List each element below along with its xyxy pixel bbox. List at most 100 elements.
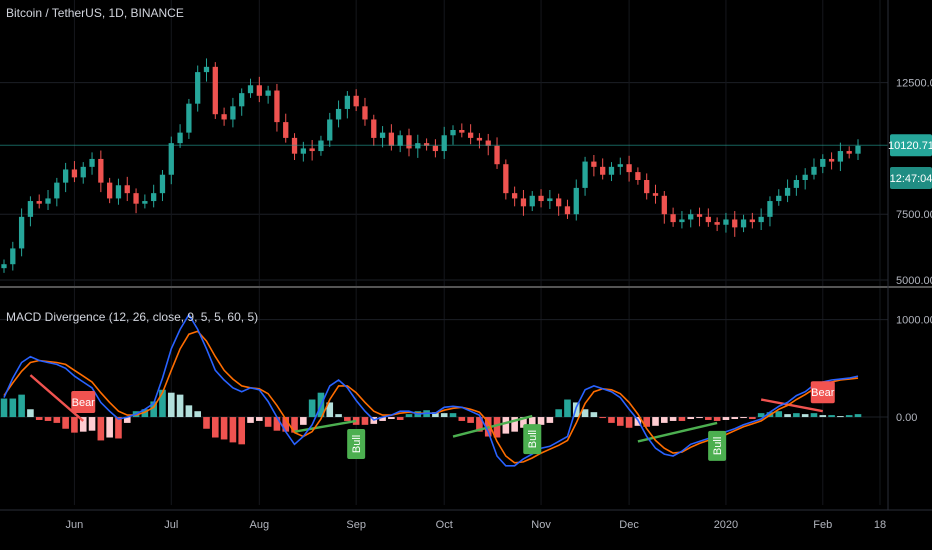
price-axis[interactable]: 12500.00 7500.00 5000.00 1000.00 0.00 10120… (887, 0, 932, 510)
candle-body (661, 195, 667, 215)
candle-body (547, 198, 553, 202)
histogram-bar (696, 417, 703, 419)
candle-body (670, 214, 676, 223)
time-tick-label: Dec (619, 519, 639, 531)
histogram-bar (264, 417, 272, 427)
candle-body (54, 182, 60, 199)
candle-body (802, 174, 808, 180)
histogram-bar (0, 398, 8, 418)
candle-body (837, 151, 844, 162)
price-tick-label: 7500.00 (896, 209, 932, 221)
candle-body (635, 172, 641, 180)
histogram-bar (581, 409, 589, 418)
candle-body (265, 90, 271, 96)
histogram-bar (669, 417, 677, 421)
candle-body (476, 137, 483, 141)
histogram-bar (643, 417, 651, 427)
histogram-bar (300, 417, 307, 425)
histogram-bar (405, 414, 413, 418)
candle-body (608, 166, 615, 175)
bull-label-box (347, 428, 366, 459)
candle-body (247, 85, 254, 94)
candle-body (195, 72, 201, 104)
candle-body (371, 119, 377, 138)
histogram-bar (810, 413, 818, 418)
histogram-bar (757, 413, 765, 418)
time-tick-label: Aug (250, 519, 270, 531)
candle-body (186, 103, 192, 133)
divergence-labels: Bear Bull Bull Bull Bear (71, 381, 835, 461)
candle-body (221, 114, 227, 120)
histogram-bar (71, 417, 78, 433)
histogram-bar (141, 409, 149, 418)
price-tick-label: 12500.00 (896, 78, 932, 90)
histogram-bar (652, 417, 659, 426)
histogram-bar (379, 417, 386, 421)
candle-body (784, 187, 791, 196)
histogram-bar (801, 414, 809, 418)
macd-axis-ticks: 1000.00 0.00 (896, 315, 932, 424)
bear-label: Bear (72, 397, 96, 409)
time-tick-label: Jun (66, 519, 84, 531)
candle-body (811, 166, 817, 175)
histogram-bar (27, 409, 34, 418)
macd-indicator-title: MACD Divergence (12, 26, close, 9, 5, 5,… (6, 310, 258, 324)
candle-body (239, 93, 245, 107)
candle-body (256, 85, 262, 96)
histogram-bar (537, 417, 545, 425)
candle-body (503, 164, 509, 194)
histogram-bar (18, 394, 25, 418)
histogram-bar (44, 417, 52, 421)
price-chart-title: Bitcoin / TetherUS, 1D, BINANCE (6, 6, 184, 20)
histogram-bar (115, 417, 122, 439)
last-price-tag: 10120.71 (888, 134, 932, 157)
histogram-bar (502, 417, 510, 434)
histogram-bar (388, 417, 395, 419)
histogram-bar (854, 414, 862, 418)
candle-body (168, 143, 174, 175)
histogram-bar (35, 417, 43, 420)
candle-body (652, 193, 659, 196)
candle-body (846, 151, 852, 154)
divergence-line (452, 414, 533, 438)
candle-body (309, 148, 315, 152)
histogram-bar (256, 417, 263, 421)
candle-body (379, 132, 386, 138)
candle-body (423, 143, 430, 146)
candle-body (1, 264, 7, 269)
divergence-line (294, 419, 357, 433)
candle-body (494, 145, 500, 165)
candle-body (582, 161, 588, 188)
time-tick-label: Jul (164, 519, 178, 531)
candle-body (71, 169, 78, 178)
time-axis[interactable]: Jun Jul Aug Sep Oct Nov Dec 2020 Feb 18 (0, 509, 932, 531)
candle-body (564, 206, 571, 215)
histogram-bar (282, 417, 290, 432)
bear-label: Bear (811, 387, 835, 399)
time-tick-label: 2020 (714, 519, 738, 531)
histogram-bar (590, 412, 598, 418)
candle-body (318, 140, 324, 152)
divergence-line (637, 421, 718, 443)
histogram-bar (203, 417, 210, 429)
candle-body (98, 158, 104, 183)
histogram-bar (62, 417, 69, 429)
divergence-lines (29, 374, 824, 443)
candle-body (600, 166, 606, 175)
candle-body (291, 137, 298, 154)
histogram-bar (467, 417, 474, 423)
candle-body (18, 216, 25, 249)
candle-body (10, 248, 16, 265)
histogram-bar (88, 417, 96, 431)
candle-body (283, 122, 289, 138)
candle-body (159, 174, 166, 194)
histogram-bar (845, 415, 853, 418)
candle-body (212, 66, 218, 115)
candle-body (459, 130, 465, 133)
histogram-bar (511, 417, 518, 432)
candle-body (151, 193, 157, 202)
bear-label-box (810, 381, 835, 404)
candle-body (714, 222, 720, 225)
bull-label: Bull (712, 437, 724, 455)
histogram-bar (150, 401, 157, 418)
